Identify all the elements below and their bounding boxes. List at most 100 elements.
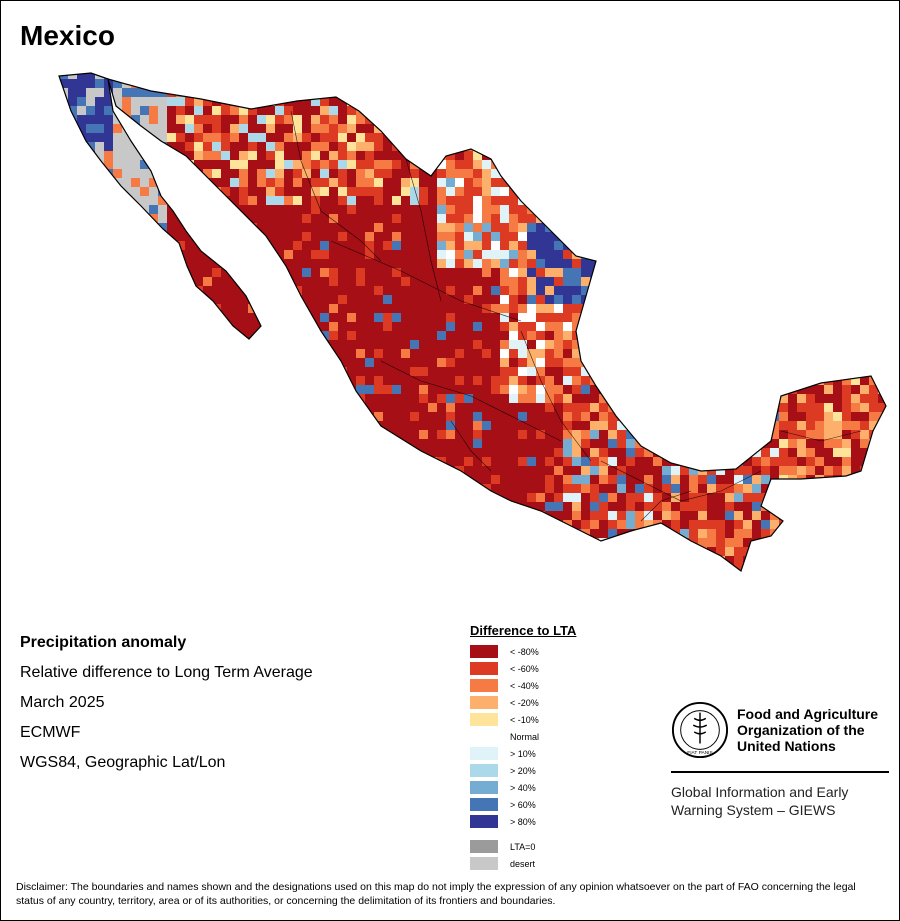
anomaly-cell <box>563 493 572 502</box>
anomaly-cell <box>572 511 581 520</box>
anomaly-cell <box>401 169 410 178</box>
anomaly-cell <box>428 313 437 322</box>
anomaly-cell <box>203 160 212 169</box>
anomaly-cell <box>473 160 482 169</box>
anomaly-cell <box>257 133 266 142</box>
anomaly-cell <box>338 277 347 286</box>
anomaly-cell <box>113 151 122 160</box>
anomaly-cell <box>410 205 419 214</box>
anomaly-cell <box>689 502 698 511</box>
anomaly-cell <box>446 151 455 160</box>
anomaly-cell <box>536 268 545 277</box>
anomaly-cell <box>491 250 500 259</box>
anomaly-cell <box>716 511 725 520</box>
anomaly-cell <box>572 421 581 430</box>
anomaly-cell <box>320 268 329 277</box>
anomaly-cell <box>68 88 77 97</box>
anomaly-cell <box>455 376 464 385</box>
anomaly-cell <box>455 295 464 304</box>
anomaly-cell <box>797 457 806 466</box>
anomaly-cell <box>446 196 455 205</box>
anomaly-cell <box>194 133 203 142</box>
anomaly-cell <box>779 403 788 412</box>
anomaly-cell <box>626 475 635 484</box>
anomaly-cell <box>626 484 635 493</box>
anomaly-cell <box>212 169 221 178</box>
anomaly-cell <box>131 106 140 115</box>
anomaly-cell <box>545 439 554 448</box>
anomaly-cell <box>446 241 455 250</box>
anomaly-cell <box>563 385 572 394</box>
anomaly-cell <box>374 322 383 331</box>
anomaly-cell <box>437 304 446 313</box>
anomaly-cell <box>617 475 626 484</box>
anomaly-cell <box>536 466 545 475</box>
anomaly-cell <box>383 169 392 178</box>
anomaly-cell <box>383 349 392 358</box>
anomaly-cell <box>563 304 572 313</box>
anomaly-cell <box>275 205 284 214</box>
anomaly-cell <box>500 430 509 439</box>
anomaly-cell <box>410 331 419 340</box>
anomaly-cell <box>527 349 536 358</box>
anomaly-cell <box>464 349 473 358</box>
anomaly-cell <box>509 223 518 232</box>
anomaly-cell <box>572 394 581 403</box>
anomaly-cell <box>482 205 491 214</box>
anomaly-cell <box>266 169 275 178</box>
anomaly-cell <box>428 241 437 250</box>
anomaly-cell <box>392 304 401 313</box>
anomaly-cell <box>428 412 437 421</box>
anomaly-cell <box>545 493 554 502</box>
anomaly-cell <box>572 349 581 358</box>
anomaly-cell <box>491 358 500 367</box>
anomaly-cell <box>482 457 491 466</box>
anomaly-cell <box>779 448 788 457</box>
anomaly-cell <box>383 295 392 304</box>
anomaly-cell <box>563 376 572 385</box>
anomaly-cell <box>383 358 392 367</box>
anomaly-cell <box>203 169 212 178</box>
anomaly-cell <box>284 151 293 160</box>
anomaly-cell <box>77 73 86 79</box>
anomaly-cell <box>464 169 473 178</box>
anomaly-cell <box>491 169 500 178</box>
anomaly-cell <box>392 349 401 358</box>
anomaly-cell <box>329 295 338 304</box>
anomaly-cell <box>185 97 194 106</box>
anomaly-cell <box>464 421 473 430</box>
anomaly-cell <box>815 448 824 457</box>
anomaly-cell <box>617 493 626 502</box>
anomaly-cell <box>374 196 383 205</box>
anomaly-cell <box>365 142 374 151</box>
anomaly-cell <box>698 475 707 484</box>
anomaly-cell <box>500 466 509 475</box>
anomaly-cell <box>536 358 545 367</box>
anomaly-cell <box>707 493 716 502</box>
anomaly-cell <box>518 259 527 268</box>
anomaly-cell <box>743 466 752 475</box>
anomaly-cell <box>356 133 365 142</box>
anomaly-cell <box>86 106 95 115</box>
anomaly-cell <box>833 466 842 475</box>
anomaly-cell <box>446 322 455 331</box>
anomaly-cell <box>401 277 410 286</box>
anomaly-cell <box>95 133 104 142</box>
anomaly-cell <box>608 421 617 430</box>
anomaly-cell <box>482 385 491 394</box>
anomaly-cell <box>401 187 410 196</box>
anomaly-cell <box>302 295 311 304</box>
anomaly-cell <box>212 124 221 133</box>
anomaly-cell <box>509 331 518 340</box>
anomaly-cell <box>554 475 563 484</box>
anomaly-cell <box>455 205 464 214</box>
anomaly-cell <box>302 124 311 133</box>
anomaly-cell <box>491 331 500 340</box>
anomaly-cell <box>500 322 509 331</box>
anomaly-cell <box>536 457 545 466</box>
anomaly-cell <box>347 124 356 133</box>
anomaly-cell <box>122 106 131 115</box>
anomaly-cell <box>383 394 392 403</box>
anomaly-cell <box>734 466 743 475</box>
anomaly-cell <box>752 502 761 511</box>
